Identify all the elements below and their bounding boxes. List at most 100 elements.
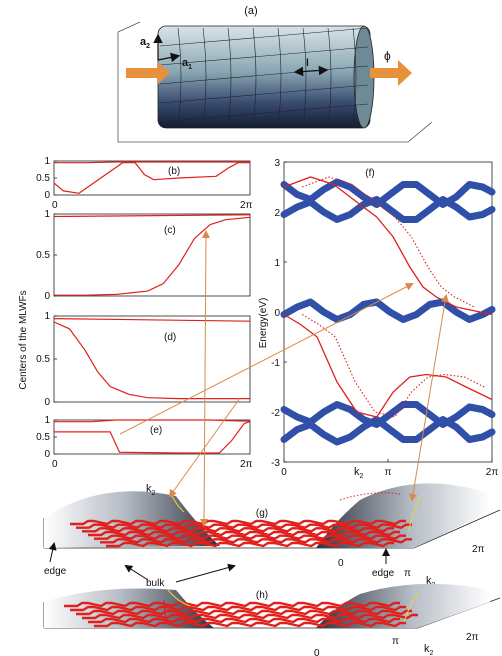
bulk-arrow-left: [124, 564, 149, 581]
panel-h-yellow-right: [403, 591, 419, 623]
cylinder-meridian: [277, 27, 282, 127]
cylinder-helix: [159, 65, 369, 85]
bulk-stripe: [76, 609, 412, 616]
panel-b-xtick-2pi: 2π: [240, 200, 253, 211]
bulk-arrow-right: [175, 563, 236, 583]
panel-e-ytick-label: 0: [44, 449, 50, 460]
panel-f-ytick-label: -1: [271, 358, 280, 369]
left-ylabel: Centers of the MLWFs: [18, 290, 29, 389]
cylinder-grid: [159, 27, 369, 127]
bulk-stripe: [94, 621, 406, 628]
panel-c-ytick-label: 0.5: [36, 250, 50, 261]
panel-b-ytick-label: 1: [44, 156, 50, 167]
bulk-stripe: [76, 523, 412, 529]
cylinder-meridian: [202, 27, 207, 127]
panel-h-axis-k2: k2: [424, 643, 434, 656]
panel-h-bulk-stripes: [64, 601, 418, 628]
panel-f-ytick-label: 3: [274, 158, 280, 169]
panel-f-band-4: [280, 298, 496, 323]
panel-e: 1 0.5 0 (e) 0 2π: [36, 415, 252, 470]
panel-h-label: (h): [256, 590, 268, 601]
connector-f-g: [168, 397, 241, 498]
left-panels: Centers of the MLWFs 1 0.5 0 (b) 0 2π 1 0.5 0 (c)…: [18, 156, 253, 470]
panel-g-label: (g): [256, 508, 268, 519]
panel-h: (h) 0 π k2 2π: [43, 583, 501, 656]
panel-e-label: (e): [150, 425, 162, 436]
bulk-stripe: [100, 538, 412, 544]
panel-f-ytick-label: 1: [274, 258, 280, 269]
cylinder-meridian: [227, 27, 232, 127]
panel-c-frame: [53, 213, 251, 297]
panel-b-ytick-label: 0.5: [36, 173, 50, 184]
panel-d-frame: [53, 315, 251, 403]
panel-f-band-2: [280, 178, 496, 208]
edge-right-label: edge: [372, 568, 395, 579]
panel-f-ylabel: Energy(eV): [258, 298, 269, 349]
panel-f-edge-state-dotted-0: [301, 314, 485, 418]
panel-f-label: (f): [365, 168, 374, 179]
frame-line-top: [117, 21, 141, 33]
panel-d-series-0: [53, 321, 250, 400]
panel-f-xtick-label: 2π: [486, 467, 499, 478]
panel-b-series-1: [54, 161, 250, 164]
panel-d-label: (d): [164, 332, 176, 343]
vector-a1: [157, 52, 181, 63]
l-label: l: [306, 58, 309, 69]
panel-h-tick-2pi: 2π: [466, 632, 479, 643]
panel-f-band-6: [280, 416, 496, 446]
panel-a: (a) a2 a1 l ϕ: [117, 5, 433, 143]
panel-c-label: (c): [164, 225, 176, 236]
panel-g-k2-label: k2: [146, 483, 156, 497]
panel-h-tick-0: 0: [314, 648, 320, 656]
panel-f-xtick-label: π: [385, 467, 392, 478]
panel-h-red-edge: [163, 599, 167, 623]
panel-c: 1 0.5 0 (c): [36, 209, 251, 302]
panel-a-label: (a): [244, 5, 257, 17]
panel-f-ytick-label: -3: [271, 458, 280, 469]
frame-lines: [117, 32, 433, 143]
panel-c-series-1: [53, 214, 251, 218]
panel-e-xtick-2pi: 2π: [240, 459, 253, 470]
panel-b-series-0: [53, 162, 250, 194]
panel-g-tick-2pi: 2π: [472, 544, 485, 555]
panel-f-xtick-label: 0: [281, 467, 287, 478]
connector-g-f: [409, 294, 449, 502]
connector-arrows: [119, 230, 449, 527]
bulk-stripe: [64, 601, 400, 608]
cylinder-helix: [159, 27, 369, 47]
bulk-stripe: [70, 519, 406, 526]
panel-f-edge-state-dotted-1: [302, 176, 475, 308]
panel-e-series-1: [54, 421, 251, 454]
panel-b-label: (b): [168, 166, 180, 177]
panel-f-ytick-label: 2: [274, 208, 280, 219]
panel-b: 1 0.5 0 (b) 0 2π: [36, 156, 252, 211]
panel-e-ytick-label: 1: [44, 415, 50, 426]
bulk-label: bulk: [146, 578, 165, 589]
panel-d-ytick-label: 0: [44, 397, 50, 408]
cylinder-meridian: [177, 27, 182, 127]
bulk-stripe: [94, 534, 406, 540]
connector-c-g: [200, 230, 210, 527]
connector-e-f: [119, 283, 414, 435]
bulk-stripe: [106, 541, 394, 548]
panel-b-ytick-label: 0: [44, 190, 50, 201]
vector-l: [293, 65, 329, 77]
panel-d-series-1: [53, 318, 251, 322]
panel-c-series-0: [54, 216, 251, 296]
a1-label: a1: [182, 57, 192, 71]
bulk-stripe: [82, 613, 418, 620]
panel-e-ytick-label: 0.5: [36, 432, 50, 443]
panel-g-bulk-stripes: [70, 519, 412, 548]
panel-c-ytick-label: 0: [44, 291, 50, 302]
cylinder-meridian: [352, 27, 357, 127]
edge-arrow-left: [48, 542, 57, 563]
cylinder-meridian: [302, 27, 307, 127]
panel-h-yellow-left: [167, 589, 191, 607]
panel-f-ytick-label: 0: [274, 308, 280, 319]
panel-f-band-3: [280, 196, 496, 223]
panel-d-ytick-label: 1: [44, 311, 50, 322]
a2-label: a2: [140, 36, 150, 50]
flux-arrow-out: [370, 60, 412, 86]
cylinder-meridian: [327, 27, 332, 127]
